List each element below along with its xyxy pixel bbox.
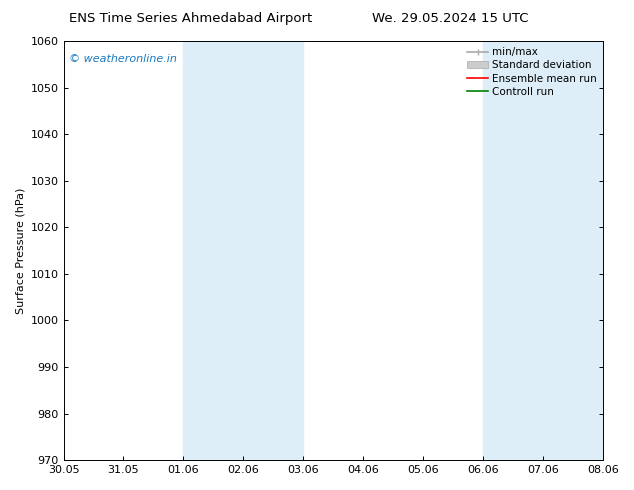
Bar bbox=[183, 41, 303, 460]
Bar bbox=[483, 41, 603, 460]
Legend: min/max, Standard deviation, Ensemble mean run, Controll run: min/max, Standard deviation, Ensemble me… bbox=[463, 43, 601, 101]
Title: ENS Time Series Ahmedabad Airport      We. 29.05.2024 15 UTC: ENS Time Series Ahmedabad Airport We. 29… bbox=[0, 489, 1, 490]
Text: © weatheronline.in: © weatheronline.in bbox=[69, 53, 177, 64]
Text: We. 29.05.2024 15 UTC: We. 29.05.2024 15 UTC bbox=[372, 12, 528, 25]
Y-axis label: Surface Pressure (hPa): Surface Pressure (hPa) bbox=[15, 187, 25, 314]
Text: ENS Time Series Ahmedabad Airport: ENS Time Series Ahmedabad Airport bbox=[68, 12, 312, 25]
